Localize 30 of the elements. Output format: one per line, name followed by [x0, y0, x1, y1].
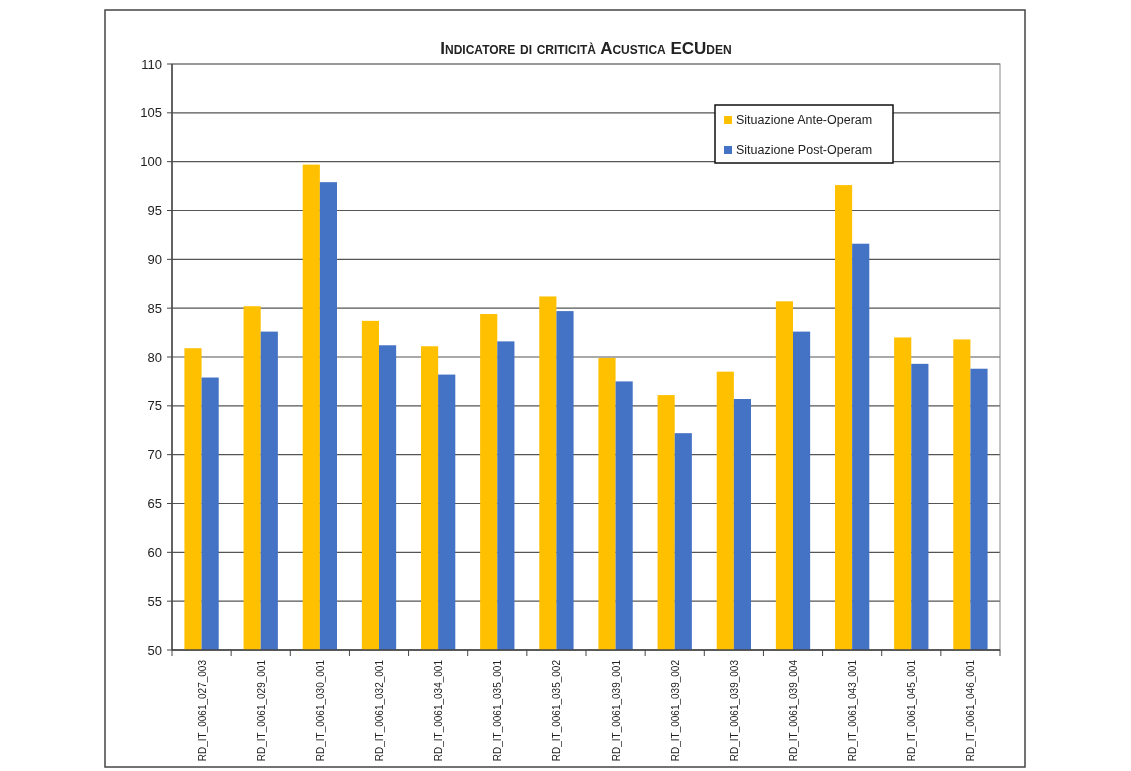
y-tick-label: 65: [147, 496, 162, 512]
x-tick-label: RD_IT_0061_045_001: [906, 659, 918, 762]
x-tick-label: RD_IT_0061_039_004: [788, 659, 799, 762]
legend-label: Situazione Post-Operam: [736, 143, 873, 158]
y-tick-label: 110: [141, 56, 162, 72]
y-tick-label: 85: [147, 300, 162, 316]
x-tick-label: RD_IT_0061_043_001: [847, 659, 859, 762]
y-tick-label: 60: [147, 544, 162, 560]
y-tick-label: 55: [147, 593, 162, 609]
legend-label: Situazione Ante-Operam: [736, 113, 873, 128]
y-tick-label: 90: [147, 251, 162, 267]
y-tick-label: 75: [147, 398, 162, 414]
y-tick-label: 50: [147, 642, 162, 658]
y-tick-label: 95: [147, 203, 162, 219]
x-tick-label: RD_IT_0061_039_001: [610, 659, 622, 762]
x-tick-label: RD_IT_0061_035_002: [551, 659, 563, 762]
x-tick-label: RD_IT_0061_034_001: [433, 659, 445, 762]
x-tick-label: RD_IT_0061_029_001: [255, 659, 267, 762]
y-tick-label: 100: [140, 154, 162, 170]
x-tick-label: RD_IT_0061_046_001: [965, 659, 977, 762]
x-tick-label: RD_IT_0061_039_003: [728, 659, 740, 762]
x-tick-label: RD_IT_0061_035_001: [492, 659, 504, 762]
y-tick-label: 80: [147, 349, 162, 365]
x-tick-label: RD_IT_0061_027_003: [196, 659, 208, 762]
x-tick-label: RD_IT_0061_032_001: [374, 659, 385, 762]
x-tick-label: RD_IT_0061_030_001: [314, 659, 326, 762]
y-tick-label: 105: [140, 105, 162, 121]
y-tick-label: 70: [147, 447, 162, 463]
chart-title: Indicatore di criticità Acustica ECUden: [440, 39, 732, 58]
x-tick-label: RD_IT_0061_039_002: [669, 659, 681, 762]
